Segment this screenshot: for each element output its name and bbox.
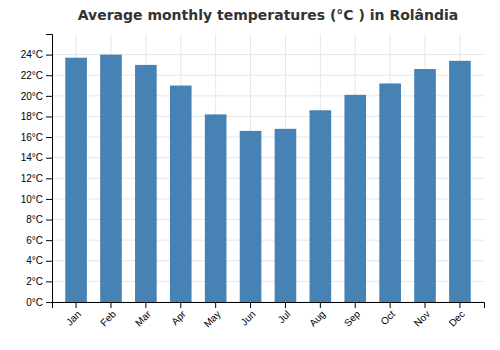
tick-mark xyxy=(110,302,111,308)
tick-mark xyxy=(46,158,52,159)
tick-label: Jan xyxy=(64,308,83,327)
tick-mark xyxy=(46,240,52,241)
tick-label: Jun xyxy=(238,308,257,327)
tick-label: 18°C xyxy=(21,111,43,122)
tick-label: 14°C xyxy=(21,152,43,163)
tick-mark xyxy=(46,281,52,282)
tick: 0°C xyxy=(26,297,52,308)
tick: Feb xyxy=(98,302,118,328)
tick-label: Aug xyxy=(307,308,327,328)
tick: 8°C xyxy=(26,214,52,225)
tick-mark xyxy=(459,302,460,308)
tick: 14°C xyxy=(21,152,52,163)
tick-label: 2°C xyxy=(26,276,43,287)
chart: Jan Feb Mar Apr May Jun Jul Aug Sep Oct Nov Dec 0°C 2… xyxy=(0,0,500,350)
tick-label: 0°C xyxy=(26,297,43,308)
bar xyxy=(344,95,366,302)
bar xyxy=(100,55,122,302)
tick-label: 16°C xyxy=(21,132,43,143)
tick-label: Oct xyxy=(378,308,397,327)
tick-mark xyxy=(46,302,52,303)
tick-mark xyxy=(355,302,356,308)
tick-mark xyxy=(390,302,391,308)
bars xyxy=(65,55,470,302)
tick: 20°C xyxy=(21,91,52,102)
tick-mark xyxy=(46,220,52,221)
bar xyxy=(414,69,436,302)
tick-mark xyxy=(46,178,52,179)
tick: Jun xyxy=(238,302,257,328)
tick: 10°C xyxy=(21,194,52,205)
tick: Apr xyxy=(169,302,188,327)
bar xyxy=(205,114,227,302)
bar xyxy=(275,129,297,302)
tick: Dec xyxy=(447,302,467,329)
bar xyxy=(135,65,157,302)
bar xyxy=(449,61,471,302)
tick: Sep xyxy=(342,302,363,329)
tick-label: May xyxy=(202,308,223,329)
tick-label: Jul xyxy=(276,308,293,325)
tick: 6°C xyxy=(26,235,52,246)
axis-line xyxy=(46,35,53,303)
tick-label: Nov xyxy=(412,308,432,328)
tick-mark xyxy=(46,96,52,97)
tick: May xyxy=(202,302,223,330)
tick-mark xyxy=(425,302,426,308)
tick-label: Feb xyxy=(98,308,118,328)
tick: Oct xyxy=(378,302,397,327)
tick-mark xyxy=(46,55,52,56)
bar xyxy=(240,131,262,302)
tick-label: 22°C xyxy=(21,70,43,81)
tick-label: Dec xyxy=(447,308,467,328)
tick: 12°C xyxy=(21,173,52,184)
tick: 22°C xyxy=(21,70,52,81)
bar xyxy=(379,83,401,302)
tick: Nov xyxy=(412,302,432,329)
tick-label: 4°C xyxy=(26,255,43,266)
tick-mark xyxy=(46,261,52,262)
x-axis: Jan Feb Mar Apr May Jun Jul Aug Sep Oct Nov Dec xyxy=(53,302,485,330)
tick: Aug xyxy=(307,302,327,329)
tick: 2°C xyxy=(26,276,52,287)
tick: 16°C xyxy=(21,132,52,143)
tick-mark xyxy=(180,302,181,308)
tick-label: Sep xyxy=(342,308,363,329)
tick: Mar xyxy=(133,302,153,328)
tick-label: 12°C xyxy=(21,173,43,184)
bar xyxy=(65,58,87,302)
tick-mark xyxy=(145,302,146,308)
axis-line xyxy=(53,303,485,309)
grid xyxy=(52,34,484,302)
tick-mark xyxy=(46,137,52,138)
title: Average monthly temperatures (°C ) in Ro… xyxy=(78,7,459,23)
tick-mark xyxy=(320,302,321,308)
tick: 18°C xyxy=(21,111,52,122)
tick-mark xyxy=(215,302,216,308)
tick-mark xyxy=(76,302,77,308)
tick-mark xyxy=(285,302,286,308)
tick-label: 8°C xyxy=(26,214,43,225)
y-axis: 0°C 2°C 4°C 6°C 8°C 10°C 12°C 14°C 16°C 18°C 20°C 2… xyxy=(21,35,53,308)
plot: Jan Feb Mar Apr May Jun Jul Aug Sep Oct Nov Dec 0°C 2… xyxy=(21,34,485,330)
tick-label: 20°C xyxy=(21,91,43,102)
tick-mark xyxy=(46,199,52,200)
tick: Jan xyxy=(64,302,83,328)
tick-label: Apr xyxy=(169,308,188,327)
tick-label: Mar xyxy=(133,308,153,328)
bar xyxy=(310,110,332,302)
tick: 24°C xyxy=(21,49,52,60)
tick-label: 6°C xyxy=(26,235,43,246)
tick: Jul xyxy=(276,302,293,325)
bar xyxy=(170,86,192,302)
tick: 4°C xyxy=(26,255,52,266)
tick-mark xyxy=(46,75,52,76)
tick-mark xyxy=(46,116,52,117)
tick-label: 24°C xyxy=(21,49,43,60)
tick-mark xyxy=(250,302,251,308)
tick-label: 10°C xyxy=(21,194,43,205)
